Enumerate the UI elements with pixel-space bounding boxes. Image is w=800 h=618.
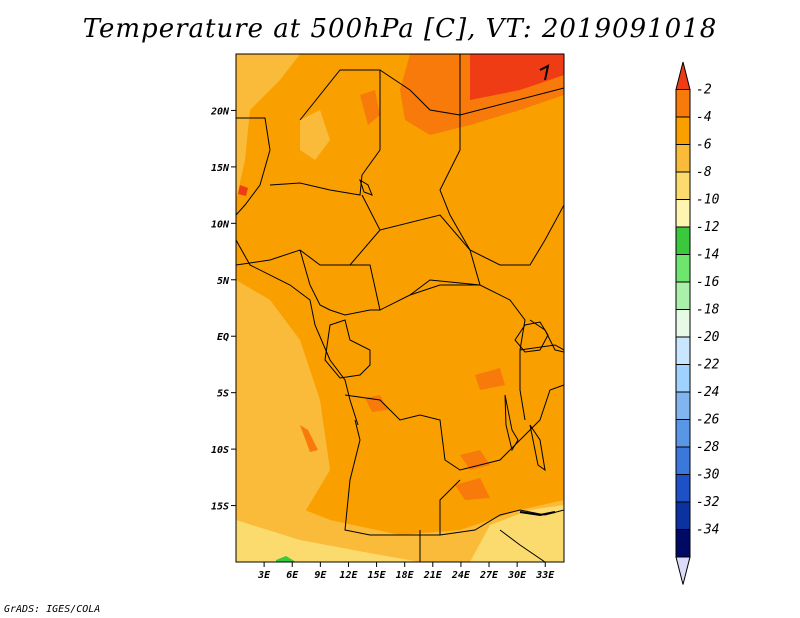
border bbox=[499, 529, 546, 562]
colorbar-swatch bbox=[675, 501, 691, 530]
lat-tick-label: 10S bbox=[211, 445, 229, 456]
lat-tick-label: 15N bbox=[211, 163, 230, 174]
lake-tanganyika bbox=[504, 394, 519, 452]
temperature-zone-southwest bbox=[236, 520, 420, 562]
temperature-field bbox=[236, 54, 564, 562]
colorbar-swatch bbox=[675, 364, 691, 393]
lat-tick-label: 5N bbox=[217, 276, 230, 287]
lon-tick-label: 3E bbox=[257, 570, 271, 581]
colorbar-swatch bbox=[675, 281, 691, 310]
border bbox=[350, 214, 481, 311]
colorbar-level-label: -12 bbox=[696, 220, 720, 235]
colorbar-swatch bbox=[675, 89, 691, 118]
lat-tick-label: EQ bbox=[217, 332, 229, 343]
lat-tick-label: 5S bbox=[217, 389, 229, 400]
border bbox=[409, 279, 526, 421]
coastline bbox=[236, 239, 359, 426]
colorbar-swatch bbox=[675, 254, 691, 283]
border bbox=[519, 384, 564, 441]
colorbar-level-label: -18 bbox=[696, 303, 720, 318]
coastline-fragment bbox=[539, 64, 550, 81]
colorbar-swatch bbox=[675, 529, 691, 558]
colorbar-swatch bbox=[675, 391, 691, 420]
temperature-patch bbox=[360, 90, 380, 125]
colorbar-swatch bbox=[675, 226, 691, 255]
temperature-patch bbox=[455, 478, 490, 500]
latitude-axis: 20N 15N 10N 5N EQ 5S 10S 15S bbox=[210, 106, 236, 513]
longitude-axis: 3E 6E 9E 12E 15E 18E 21E 24E 27E 30E 33E bbox=[257, 562, 555, 581]
colorbar-level-label: -24 bbox=[696, 385, 719, 400]
colorbar-swatch bbox=[675, 116, 691, 145]
border bbox=[299, 249, 380, 316]
colorbar-level-label: -6 bbox=[696, 138, 712, 153]
colorbar-level-label: -28 bbox=[696, 440, 720, 455]
colorbar-level-label: -22 bbox=[696, 358, 720, 373]
lat-tick-label: 15S bbox=[211, 502, 229, 513]
temperature-patch bbox=[460, 450, 490, 470]
border bbox=[344, 394, 521, 471]
border bbox=[344, 419, 461, 536]
temperature-patch bbox=[365, 395, 388, 412]
colorbar-level-label: -30 bbox=[696, 468, 720, 483]
colorbar-swatch bbox=[675, 419, 691, 448]
lon-tick-label: 9E bbox=[314, 570, 327, 581]
lon-tick-label: 18E bbox=[396, 570, 415, 581]
colorbar-swatch bbox=[675, 144, 691, 173]
lake-chad bbox=[359, 178, 373, 196]
temperature-zone-west-south bbox=[236, 280, 330, 540]
temperature-patch-sahara bbox=[300, 110, 330, 160]
lake-victoria bbox=[514, 321, 549, 353]
border bbox=[519, 344, 564, 351]
lake-kariba bbox=[519, 511, 556, 517]
map-frame bbox=[235, 53, 565, 563]
map-title: Temperature at 500hPa [C], VT: 201909101… bbox=[82, 14, 718, 44]
temperature-zone-west-north bbox=[236, 54, 300, 200]
temperature-zone-northeast-max bbox=[470, 54, 564, 100]
lon-tick-label: 30E bbox=[507, 570, 527, 581]
lon-tick-label: 21E bbox=[423, 570, 443, 581]
colorbar-level-label: -10 bbox=[696, 193, 720, 208]
temperature-patch bbox=[300, 425, 318, 452]
lon-tick-label: 12E bbox=[339, 570, 358, 581]
colorbar-level-label: -34 bbox=[696, 523, 719, 538]
colorbar-level-label: -4 bbox=[696, 110, 712, 125]
lat-tick-label: 20N bbox=[210, 106, 230, 117]
colorbar-level-label: -26 bbox=[696, 413, 720, 428]
lon-tick-label: 27E bbox=[479, 570, 499, 581]
colorbar-level-label: -20 bbox=[696, 330, 720, 345]
lon-tick-label: 6E bbox=[286, 570, 299, 581]
colorbar-level-label: -14 bbox=[696, 248, 719, 263]
colorbar-level-label: -32 bbox=[696, 495, 720, 510]
temperature-zone-southeast bbox=[470, 505, 564, 562]
colorbar-swatch bbox=[675, 446, 691, 475]
colorbar: -2 -4 -6 -8 -10 -12 -14 -16 -18 -20 -22 -24 -26 -28 -3… bbox=[675, 61, 720, 585]
temperature-patch bbox=[238, 185, 248, 196]
lat-tick-label: 10N bbox=[211, 219, 230, 230]
lake-malawi bbox=[529, 424, 546, 472]
temperature-patch-cold bbox=[276, 556, 296, 562]
colorbar-level-label: -16 bbox=[696, 275, 720, 290]
border bbox=[324, 319, 371, 379]
border bbox=[529, 319, 564, 353]
colorbar-level-label: -8 bbox=[696, 165, 712, 180]
border bbox=[236, 117, 271, 216]
colorbar-top-arrow bbox=[675, 61, 691, 90]
lon-tick-label: 24E bbox=[451, 570, 471, 581]
colorbar-swatch bbox=[675, 199, 691, 228]
colorbar-swatch bbox=[675, 309, 691, 338]
border bbox=[459, 87, 564, 116]
colorbar-bottom-arrow bbox=[675, 556, 691, 585]
lon-tick-label: 15E bbox=[368, 570, 387, 581]
lon-tick-label: 33E bbox=[535, 570, 555, 581]
colorbar-swatch bbox=[675, 474, 691, 503]
political-boundaries bbox=[236, 54, 564, 562]
grads-credit: GrADS: IGES/COLA bbox=[4, 604, 101, 615]
colorbar-swatch bbox=[675, 336, 691, 365]
colorbar-level-label: -2 bbox=[696, 83, 712, 98]
border bbox=[269, 70, 381, 196]
temperature-patch bbox=[475, 368, 505, 390]
colorbar-swatch bbox=[675, 171, 691, 200]
